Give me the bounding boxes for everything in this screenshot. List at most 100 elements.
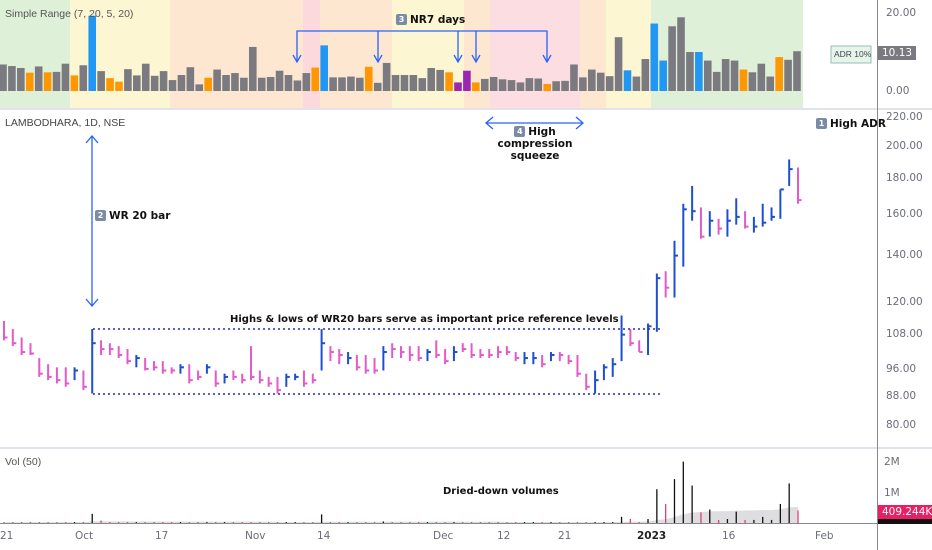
number-2-icon: 2 xyxy=(95,210,106,221)
price-bar xyxy=(488,349,493,359)
range-bar xyxy=(472,82,480,91)
price-bar xyxy=(594,370,599,394)
range-bar xyxy=(195,84,204,91)
price-bar xyxy=(717,218,723,235)
price-bar xyxy=(205,364,211,374)
price-bar xyxy=(391,343,396,359)
price-bar xyxy=(699,207,705,239)
price-bar xyxy=(329,346,334,362)
price-axis-tick: 140.00 xyxy=(886,248,923,261)
volume-axis-tick: 2M xyxy=(884,456,900,468)
price-bar xyxy=(682,203,687,267)
price-axis-tick: 96.00 xyxy=(886,363,917,376)
range-bar xyxy=(409,75,418,91)
range-bar xyxy=(106,78,114,91)
range-bar xyxy=(17,67,25,91)
price-bar xyxy=(55,367,61,384)
volume-indicator-title[interactable]: Vol (50) xyxy=(5,456,42,468)
price-bar xyxy=(91,329,96,394)
price-bar xyxy=(38,358,43,377)
price-bar xyxy=(620,315,626,362)
background-band xyxy=(320,0,392,108)
price-axis-tick: 220.00 xyxy=(886,111,923,123)
price-axis-tick: 160.00 xyxy=(886,207,923,220)
price-bars xyxy=(3,159,802,394)
price-bar xyxy=(611,358,617,377)
price-bar xyxy=(505,346,511,356)
range-bar xyxy=(275,70,284,91)
range-bar xyxy=(668,26,676,91)
price-bar xyxy=(170,367,176,374)
range-bar xyxy=(141,63,150,91)
range-bar xyxy=(61,63,70,91)
price-bar xyxy=(444,349,449,365)
time-axis-label: 16 xyxy=(722,530,736,542)
price-bar xyxy=(400,346,405,359)
range-bar xyxy=(231,73,239,91)
range-bar xyxy=(8,66,16,91)
price-bar xyxy=(47,364,52,381)
nr7-annotation: 3 NR7 days xyxy=(396,14,465,26)
price-bar xyxy=(576,355,581,377)
price-bar xyxy=(294,373,299,381)
price-bar xyxy=(179,364,184,374)
range-bar xyxy=(463,70,471,91)
range-bar xyxy=(391,75,400,91)
price-bar xyxy=(214,370,220,387)
range-bar xyxy=(498,79,507,91)
volume-current-value: 409.244K xyxy=(878,505,932,519)
range-indicator-title[interactable]: Simple Range (7, 20, 5, 20) xyxy=(5,8,134,20)
wr20-annotation: 2 WR 20 bar xyxy=(95,210,170,222)
price-axis-tick: 180.00 xyxy=(886,172,923,185)
price-bar xyxy=(161,361,167,374)
range-bar xyxy=(721,59,730,91)
price-bar xyxy=(347,352,352,365)
price-bar xyxy=(82,370,87,391)
range-bar xyxy=(70,75,79,91)
price-bar xyxy=(117,346,123,359)
range-bar xyxy=(124,69,132,91)
price-bar xyxy=(258,370,264,384)
price-bar xyxy=(514,352,520,362)
time-axis-label: Dec xyxy=(433,530,454,542)
range-bar xyxy=(347,76,355,91)
range-bar xyxy=(480,78,489,91)
price-bar xyxy=(629,329,634,347)
range-bar xyxy=(784,59,792,91)
range-bar xyxy=(43,72,52,91)
range-bar xyxy=(445,72,453,91)
range-bar xyxy=(293,80,302,91)
price-bar xyxy=(435,340,440,359)
range-bar xyxy=(373,82,382,91)
range-bar xyxy=(213,69,221,91)
range-bar xyxy=(552,81,560,91)
price-bar xyxy=(11,329,17,347)
range-bar xyxy=(52,71,61,91)
price-bar xyxy=(691,185,696,221)
range-bar xyxy=(677,17,685,91)
price-bar xyxy=(664,271,670,298)
price-bar xyxy=(285,373,290,387)
volume-ma-label xyxy=(878,518,932,524)
price-bar xyxy=(541,355,546,368)
range-bar xyxy=(302,73,311,91)
range-bar xyxy=(0,64,7,91)
range-bar xyxy=(454,82,462,91)
range-bar xyxy=(605,76,614,91)
range-bar xyxy=(650,23,659,92)
range-bar xyxy=(364,66,373,91)
volume-axis-tick: 1M xyxy=(884,487,900,499)
price-bar xyxy=(250,346,255,381)
price-bar xyxy=(302,370,308,387)
price-bar xyxy=(470,343,476,359)
range-bar xyxy=(34,66,43,91)
range-bar xyxy=(507,80,516,91)
price-bar xyxy=(655,273,661,332)
price-bar xyxy=(64,367,70,387)
price-bar xyxy=(797,167,802,204)
range-bar xyxy=(266,76,275,91)
symbol-title[interactable]: LAMBODHARA, 1D, NSE xyxy=(5,117,126,129)
dried-volumes-annotation: Dried-down volumes xyxy=(443,486,559,497)
time-axis-label: Nov xyxy=(245,530,266,542)
